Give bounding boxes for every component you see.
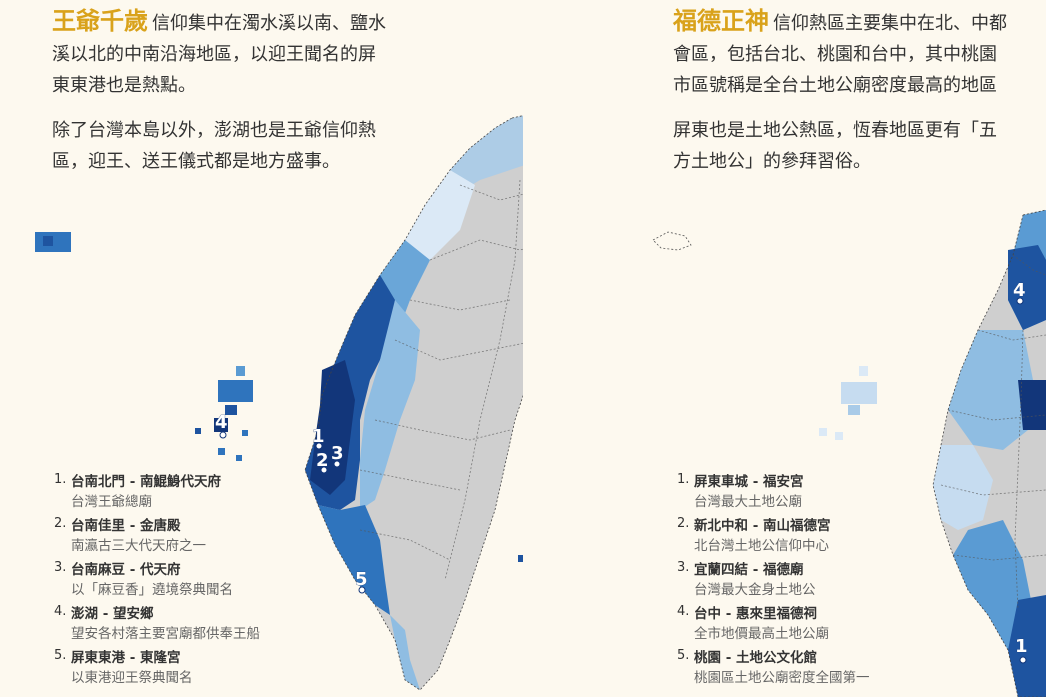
islet-south-1: [518, 555, 523, 562]
marker-5[interactable]: 5: [355, 569, 368, 594]
second-paragraph-tudigong: 屏東也是土地公熱區，恆春地區更有「五方土地公」的參拜習俗。: [673, 120, 997, 172]
legend-title: 桃園 - 土地公文化館: [694, 650, 818, 666]
marker-3[interactable]: 3: [331, 443, 344, 468]
legend-item-1: 1. 屏東車城 - 福安宮 台灣最大土地公廟: [677, 472, 937, 512]
legend-number: 1.: [54, 472, 67, 487]
marker-4[interactable]: 4: [215, 412, 228, 439]
marker-4-right[interactable]: 4: [1013, 280, 1026, 305]
legend-number: 3.: [54, 560, 67, 575]
lead-paragraph-wangye: 信仰集中在濁水溪以南、鹽水溪以北的中南沿海地區，以迎王聞名的屏東東港也是熱點。: [52, 13, 386, 96]
central-deep-zone-right: [1018, 380, 1046, 430]
legend-item-3: 3. 宜蘭四結 - 福德廟 台灣最大金身土地公: [677, 560, 937, 600]
legend-title: 澎湖 - 望安鄉: [71, 606, 154, 622]
south-zone-right: [953, 520, 1033, 650]
legend-tudigong: 1. 屏東車城 - 福安宮 台灣最大土地公廟 2. 新北中和 - 南山福德宮 北…: [677, 472, 937, 692]
legend-description: 北台灣土地公信仰中心: [694, 538, 829, 554]
svg-text:4: 4: [215, 412, 228, 433]
legend-title: 宜蘭四結 - 福德廟: [694, 562, 804, 578]
offshore-islet-left-dark: [43, 236, 53, 246]
legend-title: 屏東車城 - 福安宮: [694, 474, 804, 490]
svg-text:5: 5: [355, 569, 368, 590]
svg-text:1: 1: [1015, 636, 1028, 657]
legend-description: 全市地價最高土地公廟: [694, 626, 829, 642]
legend-description: 以東港迎王祭典聞名: [71, 670, 193, 686]
deity-title-wangye: 王爺千歲: [52, 7, 148, 35]
legend-number: 3.: [677, 560, 690, 575]
legend-description: 南瀛古三大代天府之一: [71, 538, 206, 554]
marker-1[interactable]: 1: [312, 426, 325, 450]
legend-description: 以「麻豆香」遶境祭典聞名: [71, 582, 233, 598]
north-light-zone: [450, 115, 523, 195]
deity-title-tudigong: 福德正神: [673, 7, 769, 35]
svg-text:4: 4: [1013, 280, 1026, 301]
second-paragraph-wangye: 除了台灣本島以外，澎湖也是王爺信仰熱區，迎王、送王儀式都是地方盛事。: [52, 120, 376, 172]
marker-2[interactable]: 2: [316, 450, 329, 474]
legend-item-3: 3. 台南麻豆 - 代天府 以「麻豆香」遶境祭典聞名: [54, 560, 314, 600]
marker-1-right[interactable]: 1: [1015, 636, 1028, 664]
legend-description: 台灣最大金身土地公: [694, 582, 816, 598]
legend-item-2: 2. 新北中和 - 南山福德宮 北台灣土地公信仰中心: [677, 516, 937, 556]
legend-number: 2.: [677, 516, 690, 531]
taiwan-density-map-tudigong: 4 1: [652, 209, 1046, 697]
legend-number: 5.: [677, 648, 690, 663]
legend-title: 屏東東港 - 東隆宮: [71, 650, 181, 666]
svg-text:2: 2: [316, 450, 329, 471]
legend-number: 5.: [54, 648, 67, 663]
intro-text-wangye: 王爺千歲 信仰集中在濁水溪以南、鹽水溪以北的中南沿海地區，以迎王聞名的屏東東港也是…: [52, 6, 392, 191]
legend-item-2: 2. 台南佳里 - 金唐殿 南瀛古三大代天府之一: [54, 516, 314, 556]
legend-item-4: 4. 台中 - 惠來里福德祠 全市地價最高土地公廟: [677, 604, 937, 644]
legend-number: 1.: [677, 472, 690, 487]
legend-number: 2.: [54, 516, 67, 531]
legend-title: 新北中和 - 南山福德宮: [694, 518, 831, 534]
legend-description: 台灣王爺總廟: [71, 494, 152, 510]
svg-text:1: 1: [312, 426, 325, 447]
central-west-zone-right: [948, 330, 1033, 450]
legend-item-1: 1. 台南北門 - 南鯤鯓代天府 台灣王爺總廟: [54, 472, 314, 512]
south-tip-zone: [390, 615, 420, 690]
taiwan-density-map-wangye: 1 2 3 4 5: [35, 115, 523, 691]
central-west-mid-right: [933, 445, 993, 530]
west-coast-darkest-zone: [310, 360, 355, 495]
legend-wangye: 1. 台南北門 - 南鯤鯓代天府 台灣王爺總廟 2. 台南佳里 - 金唐殿 南瀛…: [54, 472, 314, 692]
lead-paragraph-tudigong: 信仰熱區主要集中在北、中都會區，包括台北、桃園和台中，其中桃園市區號稱是全台土地…: [673, 13, 1007, 96]
taichung-dark-zone: [1008, 245, 1046, 330]
legend-item-5: 5. 桃園 - 土地公文化館 桃園區土地公廟密度全國第一: [677, 648, 937, 688]
legend-title: 台南北門 - 南鯤鯓代天府: [71, 474, 222, 490]
legend-item-4: 4. 澎湖 - 望安鄉 望安各村落主要宮廟都供奉王船: [54, 604, 314, 644]
left-panel-wangye: 1 2 3 4 5 王爺千歲 信仰集中在濁水溪以南、鹽水溪以北的中南沿海地區，以迎…: [35, 6, 523, 692]
legend-description: 望安各村落主要宮廟都供奉王船: [71, 626, 260, 642]
svg-text:3: 3: [331, 443, 344, 464]
legend-title: 台南麻豆 - 代天府: [71, 562, 181, 578]
penghu-islands-right: [819, 366, 877, 440]
legend-title: 台中 - 惠來里福德祠: [694, 606, 818, 622]
county-borders-right: [940, 254, 1046, 611]
penghu-islands: [195, 366, 253, 461]
pingtung-dark-zone: [1008, 595, 1046, 697]
right-panel-tudigong: 4 1 福德正神 信仰熱區主要集中在北、中都會區，包括台北、桃園和台中，其中桃園市…: [623, 0, 1046, 697]
offshore-islet-right: [652, 231, 692, 251]
island-outline-right: [932, 209, 1046, 697]
legend-number: 4.: [677, 604, 690, 619]
legend-description: 台灣最大土地公廟: [694, 494, 802, 510]
legend-title: 台南佳里 - 金唐殿: [71, 518, 181, 534]
legend-number: 4.: [54, 604, 67, 619]
intro-text-tudigong: 福德正神 信仰熱區主要集中在北、中都會區，包括台北、桃園和台中，其中桃園市區號稱是…: [673, 6, 1013, 191]
inland-mid-zone: [360, 300, 420, 510]
legend-item-5: 5. 屏東東港 - 東隆宮 以東港迎王祭典聞名: [54, 648, 314, 688]
legend-description: 桃園區土地公廟密度全國第一: [694, 670, 870, 686]
